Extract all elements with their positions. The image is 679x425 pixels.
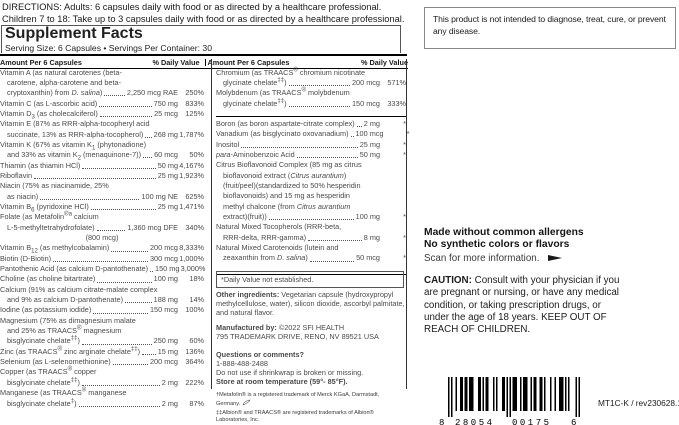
svg-text:6: 6 <box>571 418 576 425</box>
svg-text:8: 8 <box>439 418 444 425</box>
svg-text:28054: 28054 <box>455 418 495 425</box>
svg-text:00175: 00175 <box>512 418 552 425</box>
